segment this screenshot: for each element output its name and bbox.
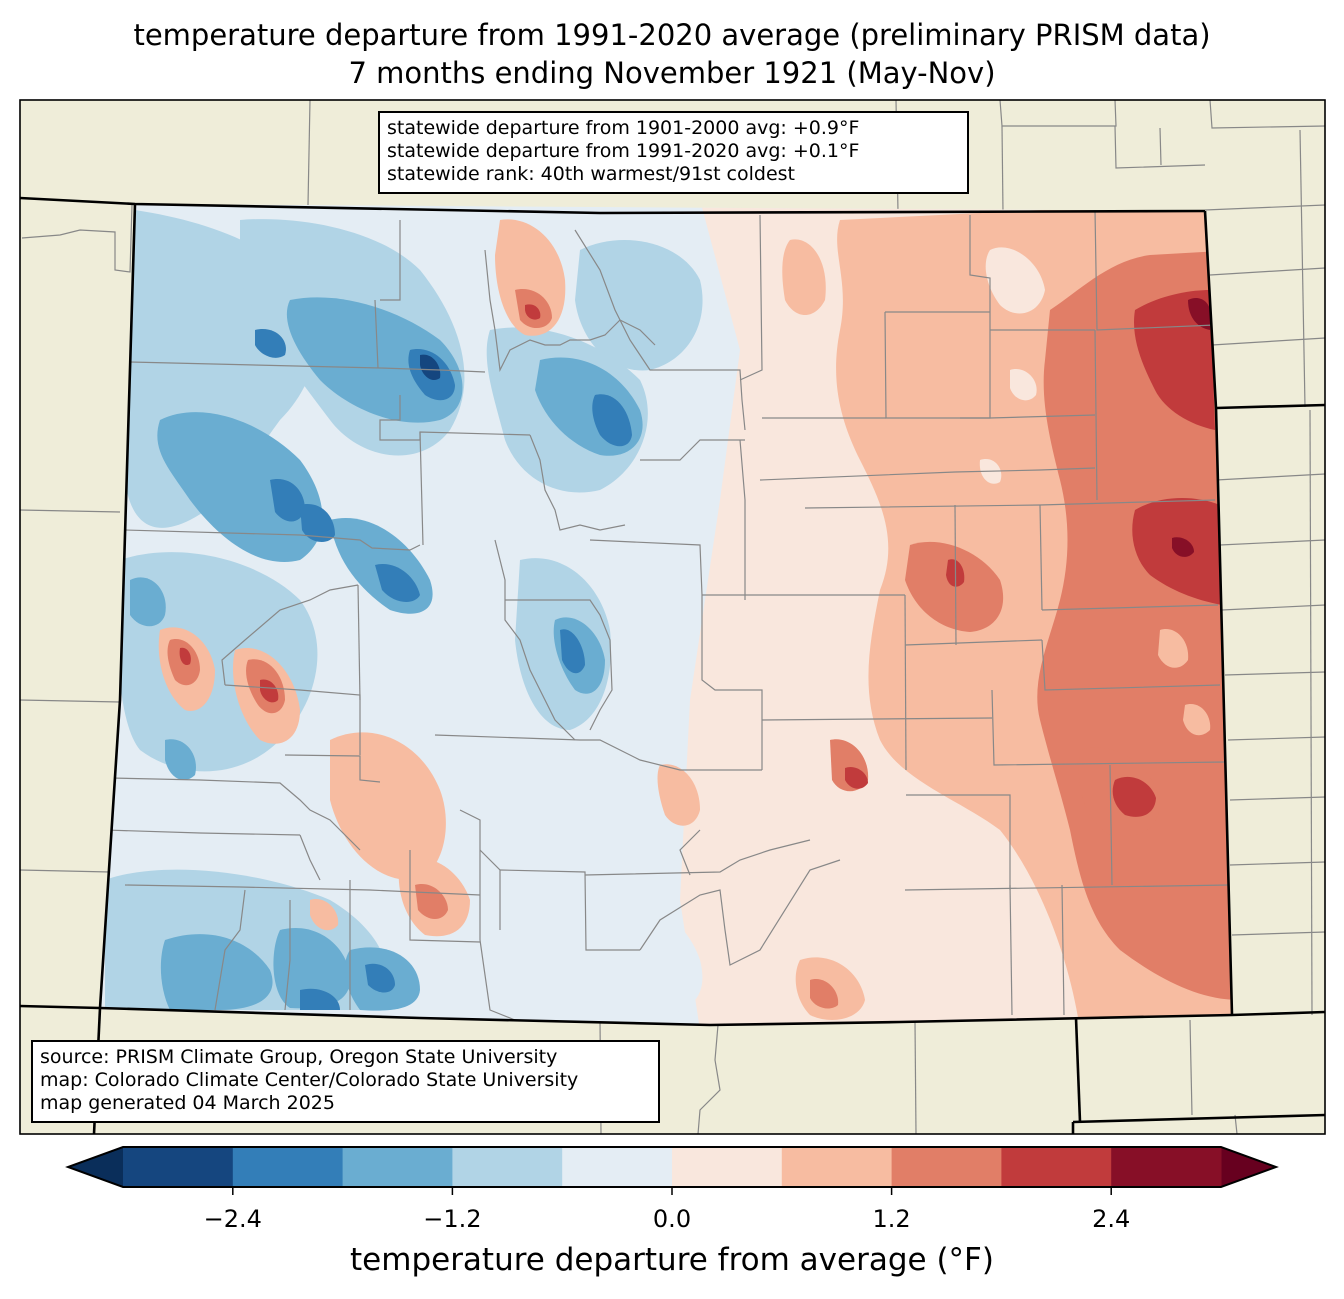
map-frame	[19, 99, 1326, 1135]
generated-date-line: map generated 04 March 2025	[40, 1092, 335, 1114]
source-credits-box: source: PRISM Climate Group, Oregon Stat…	[31, 1040, 660, 1123]
colorbar-tick-label: 1.2	[872, 1205, 911, 1233]
temperature-field	[100, 204, 1232, 1025]
colorbar-tick-label: 0.0	[652, 1205, 692, 1233]
colorbar-tick-label: 2.4	[1092, 1205, 1131, 1233]
map-credit-line: map: Colorado Climate Center/Colorado St…	[40, 1069, 579, 1091]
stat-departure-1991-2020: statewide departure from 1991-2020 avg: …	[387, 140, 860, 162]
source-line: source: PRISM Climate Group, Oregon Stat…	[40, 1046, 558, 1068]
stat-departure-1901-2000: statewide departure from 1901-2000 avg: …	[387, 117, 860, 139]
stat-rank: statewide rank: 40th warmest/91st coldes…	[387, 163, 796, 185]
statewide-stats-box: statewide departure from 1901-2000 avg: …	[378, 111, 969, 194]
colorbar-tick-label: −1.2	[423, 1205, 482, 1233]
map-title-line-1: temperature departure from 1991-2020 ave…	[133, 18, 1211, 52]
colorbar-label: temperature departure from average (°F)	[350, 1242, 994, 1278]
neighbor-county-lines	[20, 100, 1325, 1134]
colorbar-tick-label: −2.4	[203, 1205, 262, 1233]
map-title-line-2: 7 months ending November 1921 (May-Nov)	[348, 56, 996, 90]
colorado-county-lines	[104, 209, 1231, 1021]
state-borders	[20, 196, 1325, 1134]
